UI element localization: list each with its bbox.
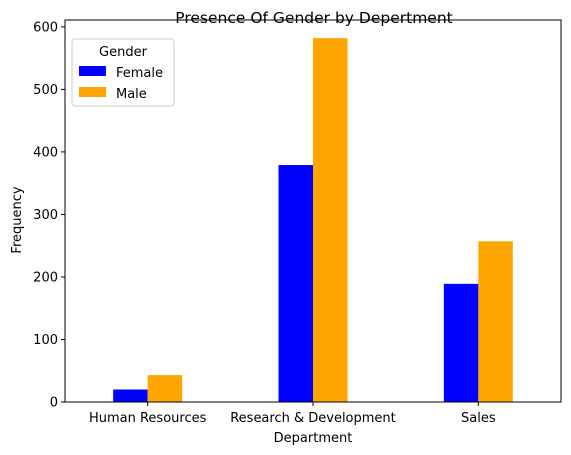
y-tick-label: 100 bbox=[33, 333, 58, 348]
legend-swatch-male bbox=[79, 87, 106, 97]
bars-group bbox=[113, 38, 513, 403]
y-tick-label: 500 bbox=[33, 83, 58, 98]
legend: Gender Female Male bbox=[71, 38, 175, 107]
bar-female-3 bbox=[443, 283, 479, 402]
y-tick-label: 200 bbox=[33, 270, 58, 285]
x-tick-label: Human Resources bbox=[89, 411, 207, 426]
bar-female-2 bbox=[278, 165, 313, 402]
x-axis: Human Resources Research & Development Sal… bbox=[89, 402, 496, 426]
bar-male-1 bbox=[147, 375, 183, 402]
legend-label-female: Female bbox=[116, 66, 163, 81]
x-tick-label: Sales bbox=[461, 411, 496, 426]
bar-male-3 bbox=[478, 241, 513, 402]
legend-label-male: Male bbox=[116, 87, 147, 102]
y-axis: 0 100 200 300 400 500 600 bbox=[33, 20, 65, 411]
y-tick-label: 600 bbox=[33, 20, 58, 35]
legend-title: Gender bbox=[99, 45, 148, 60]
x-tick-label: Research & Development bbox=[230, 411, 396, 426]
bar-male-2 bbox=[313, 38, 348, 403]
bar-female-1 bbox=[113, 389, 148, 402]
legend-swatch-female bbox=[79, 66, 106, 76]
y-axis-label: Frequency bbox=[10, 186, 25, 253]
y-tick-label: 0 bbox=[50, 396, 58, 411]
y-tick-label: 400 bbox=[33, 145, 58, 160]
x-axis-label: Department bbox=[274, 431, 353, 446]
chart-title: Presence Of Gender by Depertment bbox=[175, 9, 452, 27]
y-tick-label: 300 bbox=[33, 208, 58, 223]
